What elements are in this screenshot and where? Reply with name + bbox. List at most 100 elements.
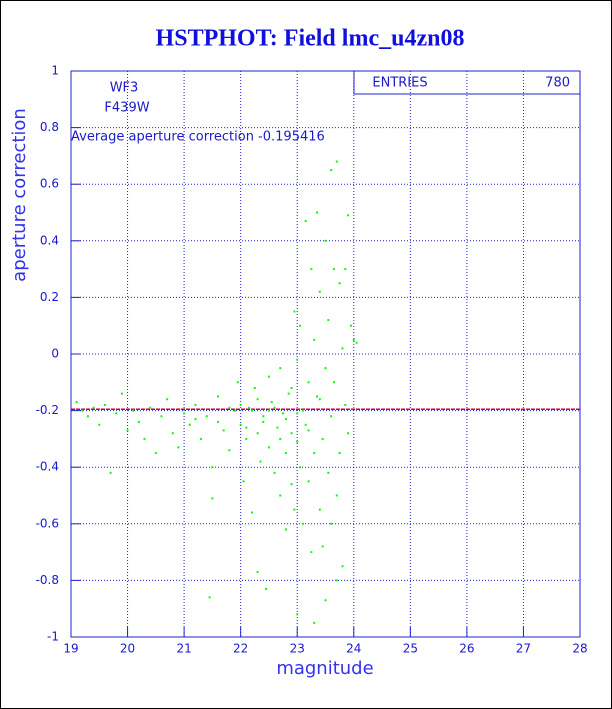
point (183, 412, 186, 415)
point (256, 570, 259, 573)
point (279, 437, 282, 440)
point (248, 406, 251, 409)
point (236, 381, 239, 384)
chart-title: HSTPHOT: Field lmc_u4zn08 (156, 26, 465, 52)
point (98, 423, 101, 426)
point (321, 437, 324, 440)
point (330, 415, 333, 418)
point (245, 437, 248, 440)
point (256, 398, 259, 401)
point (307, 381, 310, 384)
point (273, 406, 276, 409)
point (344, 268, 347, 271)
point (284, 528, 287, 531)
point (86, 415, 89, 418)
y-tick-label: -0.8 (36, 573, 59, 587)
point (267, 446, 270, 449)
point (296, 613, 299, 616)
point (259, 460, 262, 463)
point (332, 381, 335, 384)
point (307, 480, 310, 483)
point (290, 432, 293, 435)
y-tick-label: 0.4 (40, 233, 59, 247)
point (177, 446, 180, 449)
y-tick-label: 1 (51, 64, 59, 78)
point (324, 367, 327, 370)
point (270, 401, 273, 404)
point (253, 386, 256, 389)
point (332, 268, 335, 271)
point (347, 214, 350, 217)
annotation: Average aperture correction -0.195416 (71, 130, 325, 145)
point (267, 409, 270, 412)
point (290, 483, 293, 486)
x-tick-label: 24 (346, 642, 361, 656)
point (276, 426, 279, 429)
point (284, 418, 287, 421)
point (279, 494, 282, 497)
point (324, 599, 327, 602)
point (120, 392, 123, 395)
point (267, 375, 270, 378)
point (279, 367, 282, 370)
x-tick-label: 28 (572, 642, 587, 656)
point (208, 596, 211, 599)
point (318, 290, 321, 293)
point (132, 409, 135, 412)
point (287, 392, 290, 395)
point (296, 358, 299, 361)
point (126, 429, 129, 432)
point (109, 471, 112, 474)
point (137, 420, 140, 423)
point (344, 403, 347, 406)
point (81, 409, 84, 412)
point (316, 211, 319, 214)
point (296, 412, 299, 415)
x-tick-label: 19 (63, 642, 78, 656)
y-tick-label: -0.6 (36, 516, 59, 530)
point (149, 406, 152, 409)
point (75, 401, 78, 404)
point (234, 409, 237, 412)
point (338, 452, 341, 455)
point (265, 587, 268, 590)
point (341, 347, 344, 350)
point (293, 508, 296, 511)
x-tick-label: 27 (516, 642, 531, 656)
point (330, 522, 333, 525)
point (194, 418, 197, 421)
point (299, 466, 302, 469)
x-tick-label: 20 (120, 642, 135, 656)
point (250, 511, 253, 514)
point (355, 341, 358, 344)
point (296, 440, 299, 443)
point (228, 449, 231, 452)
x-axis-label: magnitude (276, 658, 373, 679)
y-tick-label: 0 (51, 347, 59, 361)
point (222, 429, 225, 432)
y-axis-label: aperture correction (9, 108, 30, 282)
point (327, 319, 330, 322)
point (143, 437, 146, 440)
y-tick-label: -0.4 (36, 460, 59, 474)
point (194, 403, 197, 406)
y-tick-label: 0.6 (40, 177, 59, 191)
point (171, 432, 174, 435)
point (166, 398, 169, 401)
point (352, 338, 355, 341)
point (318, 398, 321, 401)
point (330, 169, 333, 172)
point (284, 452, 287, 455)
point (205, 415, 208, 418)
point (341, 565, 344, 568)
point (239, 423, 242, 426)
point (92, 406, 95, 409)
x-tick-label: 25 (403, 642, 418, 656)
point (335, 579, 338, 582)
point (338, 282, 341, 285)
point (347, 432, 350, 435)
x-tick-label: 23 (290, 642, 305, 656)
point (299, 324, 302, 327)
point (242, 480, 245, 483)
x-tick-label: 21 (176, 642, 191, 656)
